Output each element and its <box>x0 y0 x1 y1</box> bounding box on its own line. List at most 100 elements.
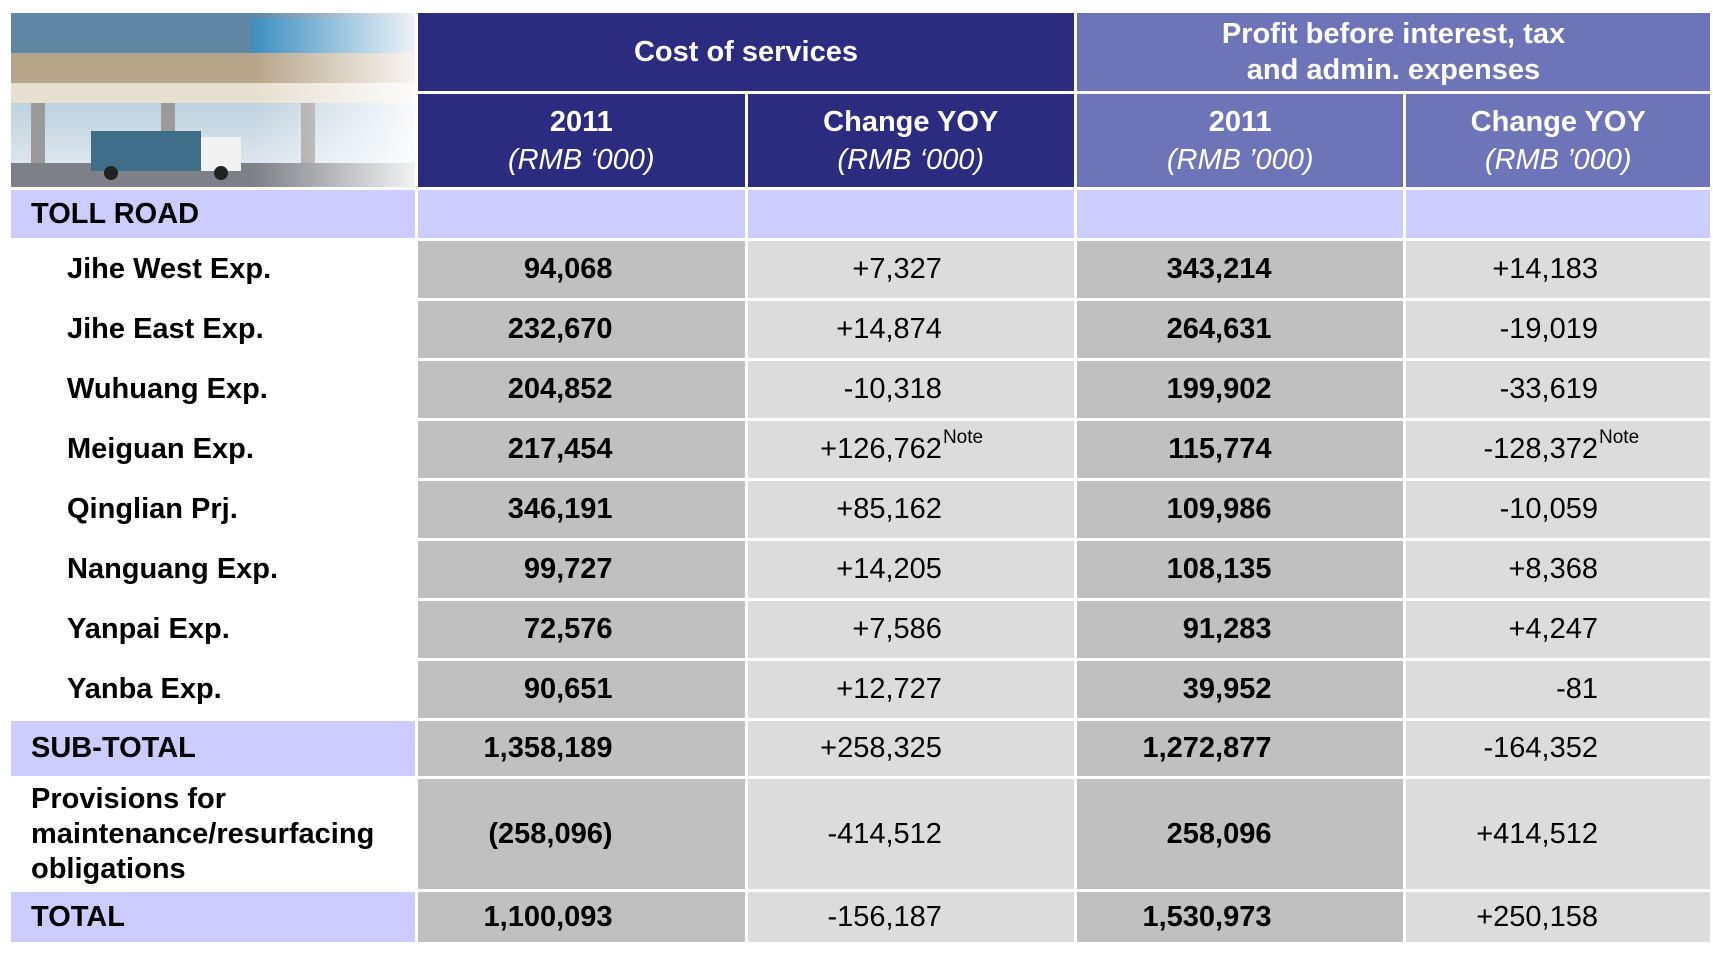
value: -128,372 <box>1483 433 1599 465</box>
data-row: Meiguan Exp. 217,454 +126,762 Note 115,774 -1… <box>11 421 1710 478</box>
value: 94,068 <box>523 253 613 285</box>
value-cell: 1,100,093 <box>418 892 745 942</box>
value-cell: -19,019 <box>1406 301 1710 358</box>
column-year: 2011 <box>1208 105 1272 138</box>
data-row: Wuhuang Exp. 204,852 -10,318 199,902 -33,619 <box>11 361 1710 418</box>
row-label: Yanpai Exp. <box>11 601 415 658</box>
value: -33,619 <box>1499 373 1598 405</box>
value-cell: -81 <box>1406 661 1710 718</box>
value: 1,100,093 <box>483 900 613 933</box>
value-cell: -10,318 <box>747 361 1074 418</box>
value-cell: 108,135 <box>1076 541 1404 598</box>
value: +7,586 <box>852 613 942 645</box>
value-cell: 232,670 <box>418 301 745 358</box>
value: +126,762 <box>820 433 942 465</box>
value-cell: 94,068 <box>418 241 745 298</box>
column-year: Change YOY <box>823 105 999 138</box>
row-label: Jihe West Exp. <box>11 241 415 298</box>
value: 258,096 <box>1166 817 1272 850</box>
value: +8,368 <box>1508 553 1598 585</box>
group-header: Profit before interest, tax and admin. e… <box>1076 13 1710 91</box>
value: -81 <box>1556 673 1598 705</box>
note: Note <box>942 427 984 448</box>
value-cell: -128,372 Note <box>1406 421 1710 478</box>
value-cell: +85,162 <box>747 481 1074 538</box>
group-header: Cost of services <box>418 13 1074 91</box>
value-cell: 109,986 <box>1076 481 1404 538</box>
value-cell: +14,205 <box>747 541 1074 598</box>
section-label: TOLL ROAD <box>11 190 415 238</box>
value-cell: 99,727 <box>418 541 745 598</box>
value-cell: (258,096) <box>418 779 745 889</box>
value: -414,512 <box>827 817 942 850</box>
value-cell: +8,368 <box>1406 541 1710 598</box>
value-cell: +258,325 <box>747 721 1074 776</box>
value-cell: 343,214 <box>1076 241 1404 298</box>
value: 99,727 <box>523 553 613 585</box>
value-cell: +12,727 <box>747 661 1074 718</box>
value: 1,272,877 <box>1142 732 1272 764</box>
value: 72,576 <box>523 613 613 645</box>
value: 346,191 <box>507 493 613 525</box>
data-row: Yanba Exp. 90,651 +12,727 39,952 -81 <box>11 661 1710 718</box>
value-cell: 90,651 <box>418 661 745 718</box>
value-cell: +414,512 <box>1406 779 1710 889</box>
prov-row: Provisions for maintenance/resurfacing o… <box>11 779 1710 889</box>
row-label: Provisions for maintenance/resurfacing o… <box>11 779 415 889</box>
empty-cell <box>747 190 1074 238</box>
value: 264,631 <box>1166 313 1272 345</box>
value-cell: 1,530,973 <box>1076 892 1404 942</box>
row-label: Nanguang Exp. <box>11 541 415 598</box>
empty-cell <box>1076 190 1404 238</box>
section-row: TOLL ROAD <box>11 190 1710 238</box>
value: 108,135 <box>1166 553 1272 585</box>
column-year: 2011 <box>549 105 613 138</box>
column-header: Change YOY (RMB ’000) <box>1406 94 1710 187</box>
value-cell: +14,183 <box>1406 241 1710 298</box>
table-body: Cost of services Profit before interest,… <box>11 13 1710 942</box>
value: (258,096) <box>488 817 613 850</box>
row-label: Qinglian Prj. <box>11 481 415 538</box>
value-cell: 91,283 <box>1076 601 1404 658</box>
value: 109,986 <box>1166 493 1272 525</box>
value: +258,325 <box>820 732 942 764</box>
value: 199,902 <box>1166 373 1272 405</box>
value: -10,318 <box>843 373 942 405</box>
value-cell: +7,327 <box>747 241 1074 298</box>
value: -164,352 <box>1483 732 1599 764</box>
value-cell: 39,952 <box>1076 661 1404 718</box>
value: +414,512 <box>1476 817 1598 850</box>
value-cell: 72,576 <box>418 601 745 658</box>
value-cell: 115,774 <box>1076 421 1404 478</box>
row-label: Yanba Exp. <box>11 661 415 718</box>
value: +4,247 <box>1508 613 1598 645</box>
photo <box>11 13 415 187</box>
value: +14,183 <box>1492 253 1598 285</box>
sum-row: TOTAL 1,100,093 -156,187 1,530,973 +250,158 <box>11 892 1710 942</box>
value: +250,158 <box>1476 900 1598 933</box>
data-table: Cost of services Profit before interest,… <box>8 10 1713 945</box>
column-header: Change YOY (RMB ‘000) <box>747 94 1074 187</box>
data-row: Yanpai Exp. 72,576 +7,586 91,283 +4,247 <box>11 601 1710 658</box>
value-cell: -414,512 <box>747 779 1074 889</box>
value: 343,214 <box>1166 253 1272 285</box>
value-cell: +7,586 <box>747 601 1074 658</box>
value-cell: 1,272,877 <box>1076 721 1404 776</box>
value: +12,727 <box>836 673 942 705</box>
photo-art <box>11 13 415 187</box>
note: Note <box>1599 427 1640 448</box>
value: +7,327 <box>852 253 942 285</box>
value: 90,651 <box>523 673 613 705</box>
row-label: SUB-TOTAL <box>11 721 415 776</box>
column-header: 2011 (RMB ’000) <box>1076 94 1404 187</box>
value: 232,670 <box>507 313 613 345</box>
column-unit: (RMB ‘000) <box>507 143 655 176</box>
sum-row: SUB-TOTAL 1,358,189 +258,325 1,272,877 -164,… <box>11 721 1710 776</box>
column-unit: (RMB ‘000) <box>837 143 985 176</box>
value-cell: +4,247 <box>1406 601 1710 658</box>
value: -156,187 <box>827 900 942 933</box>
value-cell: 346,191 <box>418 481 745 538</box>
data-row: Jihe West Exp. 94,068 +7,327 343,214 +14,183 <box>11 241 1710 298</box>
value-cell: 217,454 <box>418 421 745 478</box>
